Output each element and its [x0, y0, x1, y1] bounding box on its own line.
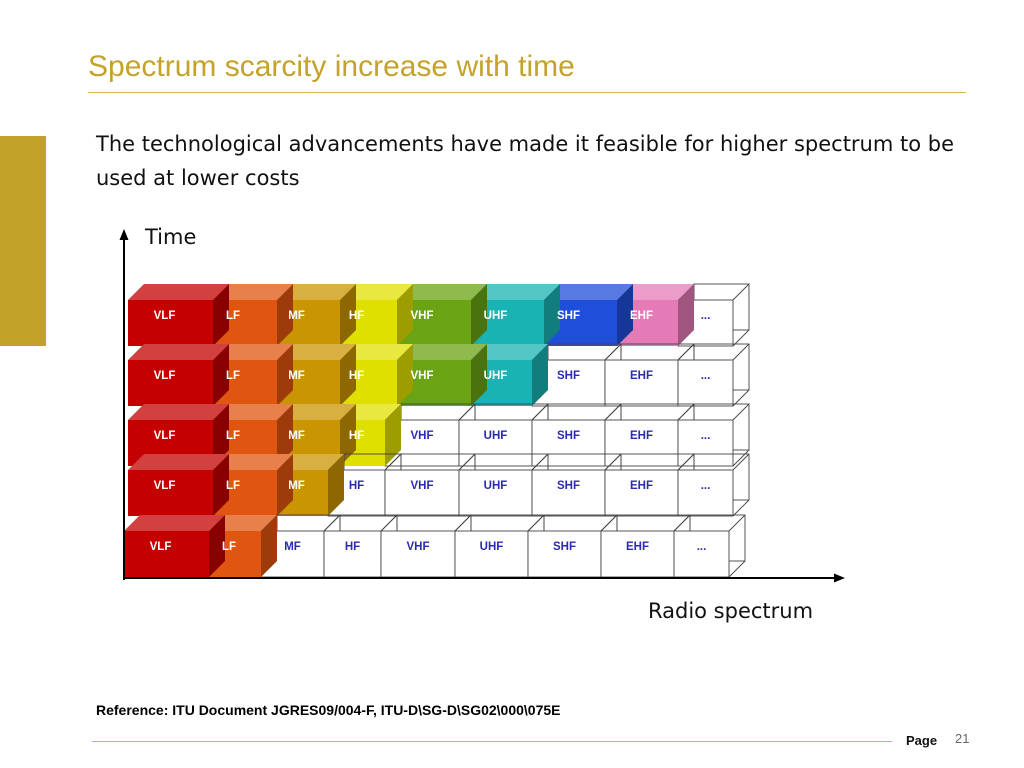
band-label: ... [701, 430, 711, 442]
outline-bands [384, 403, 750, 467]
band-label: MF [288, 370, 305, 382]
filled-bands [128, 284, 694, 346]
reference-note: Reference: ITU Document JGRES09/004-F, I… [96, 702, 561, 718]
band-cell-outline [384, 453, 476, 517]
band-label: LF [226, 370, 240, 382]
band-label: VHF [411, 480, 434, 492]
y-axis-arrow [119, 229, 129, 240]
band-label: VLF [150, 541, 172, 553]
footer-divider [92, 741, 892, 742]
outline-bands [531, 343, 750, 407]
band-label: EHF [626, 541, 649, 553]
band-row: VLF LF MF HF VHF UHF SHF EHF... [128, 283, 750, 347]
band-label: SHF [557, 430, 580, 442]
band-label: UHF [484, 430, 508, 442]
band-label: VHF [407, 541, 430, 553]
band-label: UHF [484, 310, 508, 322]
outline-bands [327, 453, 750, 517]
band-cell-filled [124, 515, 225, 577]
band-label: EHF [630, 310, 653, 322]
band-cell-filled [128, 344, 229, 406]
band-cell-outline [677, 343, 750, 407]
filled-bands [128, 344, 548, 406]
band-label: LF [226, 430, 240, 442]
y-axis-label: Time [144, 225, 196, 249]
band-label: MF [288, 430, 305, 442]
band-label: ... [701, 310, 711, 322]
axes: Time Radio spectrum [119, 225, 845, 623]
band-label: VLF [154, 480, 176, 492]
band-label: MF [284, 541, 301, 553]
band-rows: VLF LF MF HF VHF UHF SHF EHF ... VLF LF MF HF VHF UHF S… [124, 283, 750, 578]
band-label: SHF [557, 480, 580, 492]
slide-title: Spectrum scarcity increase with time [88, 50, 575, 83]
band-cell-outline [677, 403, 750, 467]
page-number: 21 [955, 731, 970, 746]
band-row: VLF LF MF HF VHF UHF SHF EHF... [128, 453, 750, 517]
band-label: EHF [630, 430, 653, 442]
band-label: UHF [484, 480, 508, 492]
band-cell-outline [677, 453, 750, 517]
band-row: VLF LF MF HF VHF UHF SHF EHF... [128, 343, 750, 407]
band-label: HF [349, 480, 364, 492]
band-label: EHF [630, 480, 653, 492]
filled-bands [124, 515, 277, 577]
band-label: HF [345, 541, 360, 553]
band-label: ... [701, 370, 711, 382]
x-axis-label: Radio spectrum [648, 599, 813, 623]
filled-bands [128, 454, 344, 516]
band-label: ... [697, 541, 707, 553]
band-label: VHF [411, 430, 434, 442]
band-row: VLF LF MF HF VHF UHF SHF EHF... [128, 403, 750, 467]
band-label: SHF [553, 541, 576, 553]
band-label: HF [349, 310, 364, 322]
band-label: SHF [557, 310, 580, 322]
band-label: LF [222, 541, 236, 553]
title-divider [88, 92, 966, 93]
x-axis-arrow [834, 573, 845, 583]
band-label: VLF [154, 310, 176, 322]
band-cell-outline [673, 514, 746, 578]
band-cell-outline [458, 453, 549, 517]
band-label: MF [288, 480, 305, 492]
band-label: EHF [630, 370, 653, 382]
side-accent-bar [0, 136, 46, 346]
band-label: VLF [154, 370, 176, 382]
band-label: VHF [411, 370, 434, 382]
band-label: MF [288, 310, 305, 322]
body-text: The technological advancements have made… [96, 132, 955, 190]
page-label: Page [906, 733, 938, 748]
band-label: VHF [411, 310, 434, 322]
band-cell-outline [604, 343, 695, 407]
band-label: ... [701, 480, 711, 492]
band-label: LF [226, 480, 240, 492]
band-row: VLF LF MF HF VHF UHF SHF EHF... [124, 514, 746, 578]
band-label: UHF [484, 370, 508, 382]
band-label: LF [226, 310, 240, 322]
band-label: UHF [480, 541, 504, 553]
band-label: SHF [557, 370, 580, 382]
band-cell-filled [128, 454, 229, 516]
band-cell-filled [128, 284, 229, 346]
band-label: HF [349, 370, 364, 382]
band-label: VLF [154, 430, 176, 442]
band-label: HF [349, 430, 364, 442]
